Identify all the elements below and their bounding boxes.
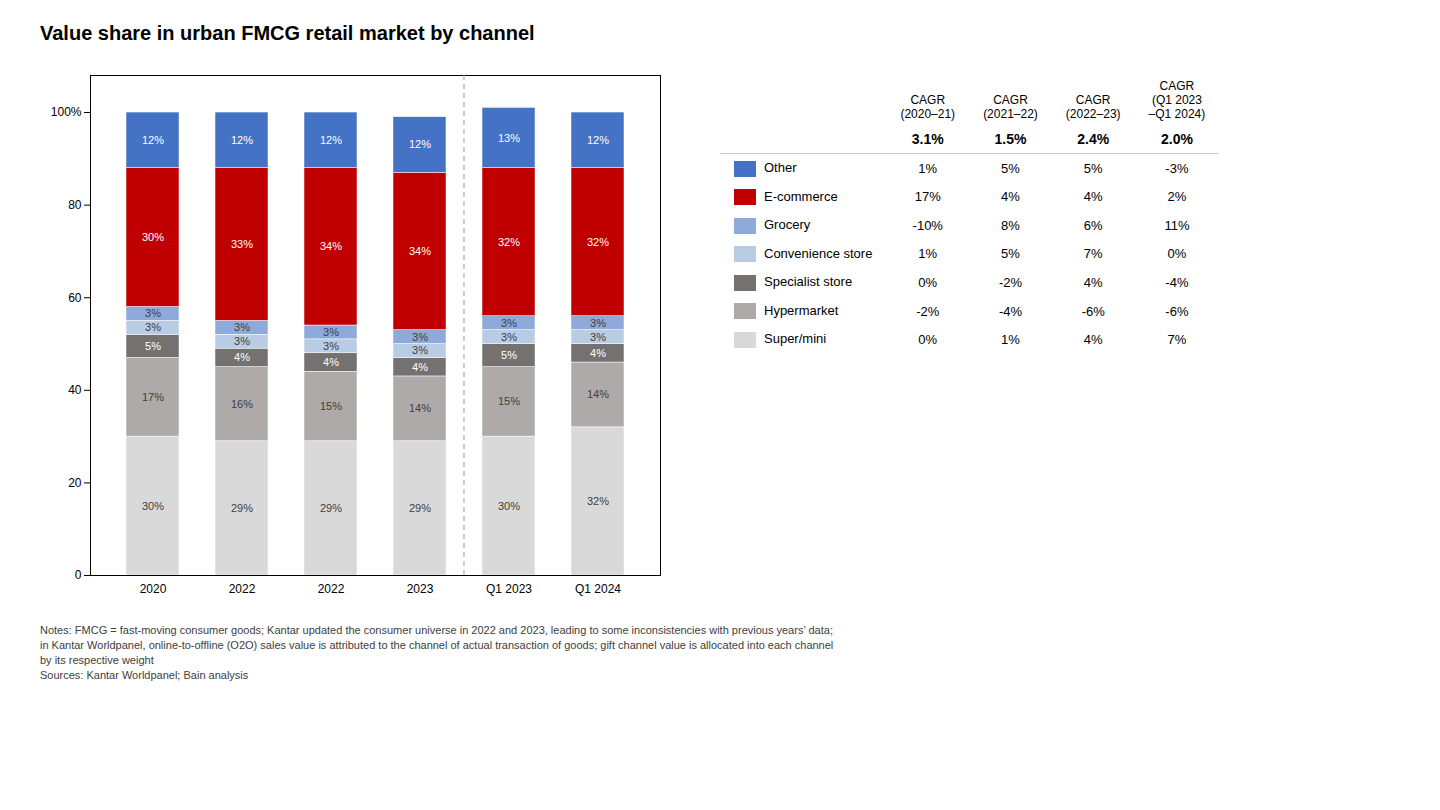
svg-text:14%: 14% xyxy=(587,388,609,400)
html-text:4%: 4% xyxy=(1083,332,1103,348)
html-text:0%: 0% xyxy=(1167,246,1187,262)
svg-text:12%: 12% xyxy=(320,134,342,146)
html-text:Specialist store: Specialist store xyxy=(764,274,853,290)
svg-text:32%: 32% xyxy=(587,495,609,507)
svg-text:Q1 2024: Q1 2024 xyxy=(575,582,621,596)
svg-text:16%: 16% xyxy=(231,398,253,410)
svg-text:4%: 4% xyxy=(234,351,250,363)
html-text:8%: 8% xyxy=(1001,217,1020,233)
svg-text:3%: 3% xyxy=(501,331,517,343)
svg-text:13%: 13% xyxy=(498,132,520,144)
html-text:-6%: -6% xyxy=(1165,303,1189,319)
svg-text:15%: 15% xyxy=(498,395,520,407)
html-text:0%: 0% xyxy=(918,275,938,290)
svg-text:30%: 30% xyxy=(498,500,520,512)
svg-text:29%: 29% xyxy=(409,502,431,514)
svg-text:3%: 3% xyxy=(590,331,606,343)
html-text:Hypermarket: Hypermarket xyxy=(764,302,839,318)
html-text:-3%: -3% xyxy=(1165,160,1189,176)
html-text:CAGR (2021–22): CAGR (2021–22) xyxy=(983,93,1038,121)
svg-text:100%: 100% xyxy=(51,105,82,119)
html-text:Grocery: Grocery xyxy=(764,217,811,233)
svg-text:3%: 3% xyxy=(412,344,428,356)
svg-text:3%: 3% xyxy=(323,340,339,352)
svg-text:17%: 17% xyxy=(142,391,164,403)
svg-text:12%: 12% xyxy=(587,134,609,146)
html-text:4%: 4% xyxy=(1001,189,1020,205)
html-text:CAGR (2022–23): CAGR (2022–23) xyxy=(1065,93,1121,121)
svg-text:3%: 3% xyxy=(412,331,428,343)
svg-text:30%: 30% xyxy=(142,231,164,243)
svg-text:4%: 4% xyxy=(323,356,339,368)
svg-text:Q1 2023: Q1 2023 xyxy=(486,582,532,596)
html-text:4%: 4% xyxy=(1083,275,1103,290)
svg-text:0: 0 xyxy=(75,568,82,582)
svg-text:4%: 4% xyxy=(412,361,428,373)
html-text:17%: 17% xyxy=(914,189,941,205)
html-text:Value share in urban FMCG reta: Value share in urban FMCG retail market … xyxy=(40,22,535,44)
html-text:Super/mini: Super/mini xyxy=(764,331,827,347)
svg-text:4%: 4% xyxy=(590,347,606,359)
svg-text:3%: 3% xyxy=(145,321,161,333)
html-text:-4%: -4% xyxy=(1165,275,1189,290)
html-text:-2%: -2% xyxy=(916,303,940,319)
svg-text:3%: 3% xyxy=(234,335,250,347)
svg-text:29%: 29% xyxy=(320,502,342,514)
svg-text:14%: 14% xyxy=(409,402,431,414)
svg-text:32%: 32% xyxy=(587,236,609,248)
svg-text:3%: 3% xyxy=(234,321,250,333)
html-text:3.1%: 3.1% xyxy=(911,131,944,147)
html-text:6%: 6% xyxy=(1083,217,1103,233)
html-text:2%: 2% xyxy=(1167,189,1187,205)
svg-text:12%: 12% xyxy=(409,138,431,150)
html-text:1.5%: 1.5% xyxy=(994,131,1027,147)
svg-text:5%: 5% xyxy=(501,349,517,361)
html-text:-2%: -2% xyxy=(998,275,1022,290)
svg-text:2022: 2022 xyxy=(318,582,345,596)
html-text:1%: 1% xyxy=(918,246,938,262)
html-text:1%: 1% xyxy=(918,160,938,176)
html-text:CAGR (Q1 2023 –Q1 2024): CAGR (Q1 2023 –Q1 2024) xyxy=(1148,79,1206,121)
html-text:7%: 7% xyxy=(1167,332,1187,348)
html-text:E-commerce: E-commerce xyxy=(764,188,838,204)
html-text:Other: Other xyxy=(764,160,797,175)
html-text:5%: 5% xyxy=(1083,160,1103,176)
svg-text:12%: 12% xyxy=(142,134,164,146)
html-text:7%: 7% xyxy=(1083,246,1103,262)
html-text:5%: 5% xyxy=(1001,246,1020,262)
svg-text:32%: 32% xyxy=(498,236,520,248)
html-text:4%: 4% xyxy=(1083,189,1103,205)
svg-text:20: 20 xyxy=(68,476,82,490)
html-text:-4%: -4% xyxy=(998,303,1022,319)
html-text:Convenience store: Convenience store xyxy=(764,245,873,261)
svg-text:3%: 3% xyxy=(501,317,517,329)
svg-text:34%: 34% xyxy=(409,245,431,257)
svg-text:3%: 3% xyxy=(590,317,606,329)
html-text:2.4%: 2.4% xyxy=(1077,131,1110,147)
svg-text:60: 60 xyxy=(68,291,82,305)
svg-text:30%: 30% xyxy=(142,500,164,512)
html-text:-10%: -10% xyxy=(912,217,943,233)
svg-text:12%: 12% xyxy=(231,134,253,146)
svg-text:3%: 3% xyxy=(145,307,161,319)
html-text:5%: 5% xyxy=(1001,160,1020,176)
svg-text:2022: 2022 xyxy=(229,582,256,596)
svg-text:34%: 34% xyxy=(320,240,342,252)
svg-text:15%: 15% xyxy=(320,400,342,412)
svg-text:40: 40 xyxy=(68,383,82,397)
html-text:0%: 0% xyxy=(918,332,938,348)
svg-text:3%: 3% xyxy=(323,326,339,338)
svg-text:2023: 2023 xyxy=(407,582,434,596)
html-text:CAGR (2020–21): CAGR (2020–21) xyxy=(900,93,956,121)
svg-text:80: 80 xyxy=(68,198,82,212)
html-text:-6%: -6% xyxy=(1081,303,1105,319)
svg-text:2020: 2020 xyxy=(140,582,167,596)
svg-text:5%: 5% xyxy=(145,340,161,352)
html-text:1%: 1% xyxy=(1001,332,1020,348)
html-text:Notes: FMCG = fast-moving cons: Notes: FMCG = fast-moving consumer goods… xyxy=(40,624,834,681)
html-text:11%: 11% xyxy=(1164,217,1190,233)
html-text:2.0%: 2.0% xyxy=(1161,131,1193,147)
svg-text:29%: 29% xyxy=(231,502,253,514)
svg-text:33%: 33% xyxy=(231,238,253,250)
